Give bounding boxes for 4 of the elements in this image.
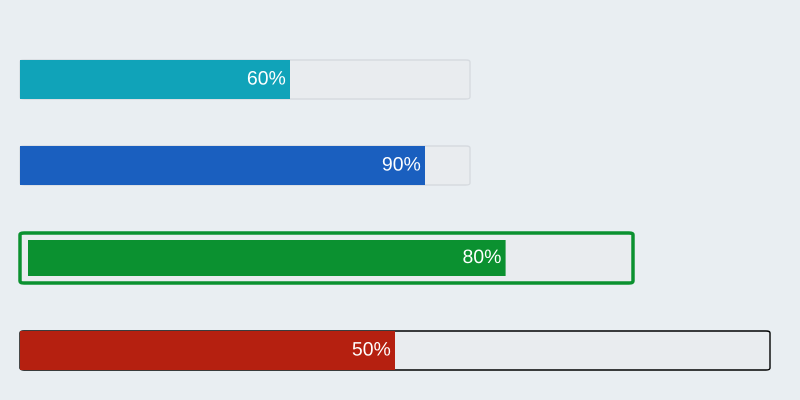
data-label: 80%: [463, 249, 501, 264]
data-label: 90%: [382, 156, 420, 171]
data-label: 50%: [352, 342, 390, 356]
data-label: 60%: [248, 70, 286, 85]
